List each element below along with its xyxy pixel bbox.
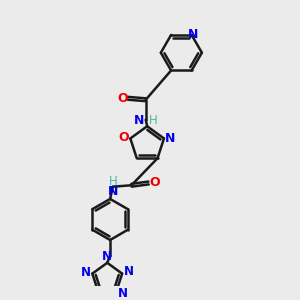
Text: N: N [118, 287, 128, 300]
Text: N: N [81, 266, 91, 279]
Text: N: N [134, 114, 145, 127]
Text: N: N [188, 28, 198, 41]
Text: N: N [108, 185, 118, 198]
Text: H: H [148, 114, 157, 127]
Text: N: N [123, 265, 134, 278]
Text: H: H [109, 175, 117, 188]
Text: O: O [117, 92, 128, 105]
Text: N: N [165, 132, 175, 145]
Text: O: O [119, 130, 129, 143]
Text: N: N [102, 250, 112, 263]
Text: O: O [149, 176, 160, 190]
